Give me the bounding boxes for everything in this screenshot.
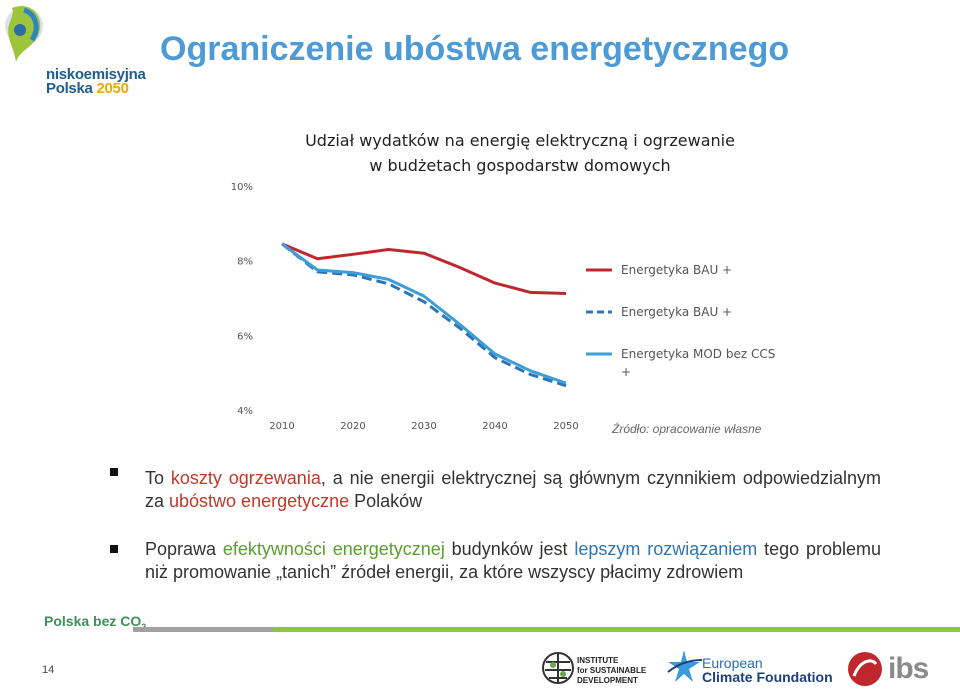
ecf-logo-line1: European xyxy=(702,655,763,671)
y-tick-label: 6% xyxy=(237,331,253,342)
ibs-emblem-icon xyxy=(848,652,882,686)
logo-name-line2: Polska 2050 xyxy=(46,80,129,97)
logo-name-year: 2050 xyxy=(96,80,129,97)
series-line-3 xyxy=(281,242,567,385)
chart-title-line1: Udział wydatków na energię elektryczną i… xyxy=(305,131,735,150)
bullet-1-marker xyxy=(110,468,118,476)
bullet-1-text-c: Polaków xyxy=(349,491,423,511)
niskoemisyjna-logo xyxy=(5,6,43,63)
logo-name-polska: Polska xyxy=(46,80,97,97)
iisd-logo-text: INSTITUTE for SUSTAINABLE DEVELOPMENT xyxy=(577,656,646,686)
bullet-2-marker xyxy=(110,545,118,553)
footer-stripe-grey xyxy=(133,627,273,632)
legend-label-3-cont: + xyxy=(621,365,631,379)
page-number: 14 xyxy=(42,664,55,676)
iisd-line1: INSTITUTE xyxy=(577,656,619,665)
series-line-2 xyxy=(281,242,567,388)
ecf-logo-line2: Climate Foundation xyxy=(702,669,833,685)
y-tick-label: 10% xyxy=(231,182,253,193)
x-tick-label: 2040 xyxy=(482,421,507,432)
chart-title-line2: w budżetach gospodarstw domowych xyxy=(369,156,671,175)
x-tick-label: 2020 xyxy=(340,421,365,432)
y-tick-label: 8% xyxy=(237,257,253,268)
chart-series xyxy=(281,242,567,388)
chart-legend: Energetyka BAU + Energetyka BAU + Energety… xyxy=(586,263,775,379)
page-title: Ograniczenie ubóstwa energetycznego xyxy=(160,30,790,68)
bullet-1-highlight-poverty: ubóstwo energetyczne xyxy=(169,491,350,511)
bullet-2: Poprawa efektywności energetycznej budyn… xyxy=(145,538,881,584)
ecf-star-icon xyxy=(667,650,702,682)
iisd-globe-icon xyxy=(542,652,574,684)
series-line-1 xyxy=(281,242,567,296)
bullet-1-highlight-heating: koszty ogrzewania xyxy=(170,468,321,488)
bullet-1: To koszty ogrzewania, a nie energii elek… xyxy=(145,467,881,513)
x-axis-ticks: 2010 2020 2030 2040 2050 xyxy=(269,421,578,432)
bullet-2-highlight-better-solution: lepszym rozwiązaniem xyxy=(574,539,758,559)
y-tick-label: 4% xyxy=(237,406,253,417)
bullet-2-text-b: budynków jest xyxy=(444,539,575,559)
y-axis-ticks: 4% 6% 8% 10% xyxy=(231,182,253,417)
iisd-line3: DEVELOPMENT xyxy=(577,676,638,685)
brand-subscript: 2 xyxy=(141,622,146,632)
x-tick-label: 2010 xyxy=(269,421,294,432)
iisd-line2: for SUSTAINABLE xyxy=(577,666,647,675)
bullet-2-text-c: tego problemu niż promowanie „tanich” źr… xyxy=(145,539,881,582)
legend-label-2: Energetyka BAU + xyxy=(621,305,732,319)
footer-stripe-green xyxy=(273,627,960,632)
bullet-2-highlight-efficiency: efektywności energetycznej xyxy=(222,539,445,559)
legend-label-1: Energetyka BAU + xyxy=(621,263,732,277)
legend-label-3: Energetyka MOD bez CCS xyxy=(621,347,775,361)
x-tick-label: 2050 xyxy=(553,421,578,432)
brand-text: Polska bez CO xyxy=(44,613,142,629)
source-note: Źródło: opracowanie własne xyxy=(612,422,762,436)
polska-bez-co2-logo: Polska bez CO2 xyxy=(44,613,146,632)
bullet-2-text-a: Poprawa xyxy=(145,539,223,559)
logo-name-line1: niskoemisyjna xyxy=(46,66,146,83)
ibs-logo-text: ibs xyxy=(888,652,929,685)
x-tick-label: 2030 xyxy=(411,421,436,432)
chart-title: Udział wydatków na energię elektryczną i… xyxy=(300,128,740,178)
bullet-1-text-b: , a nie energii elektrycznej są głównym … xyxy=(145,468,882,511)
line-chart: 4% 6% 8% 10% 2010 2020 2030 2040 2050 Energetyk… xyxy=(231,182,776,432)
bullet-1-text-a: To xyxy=(145,468,171,488)
